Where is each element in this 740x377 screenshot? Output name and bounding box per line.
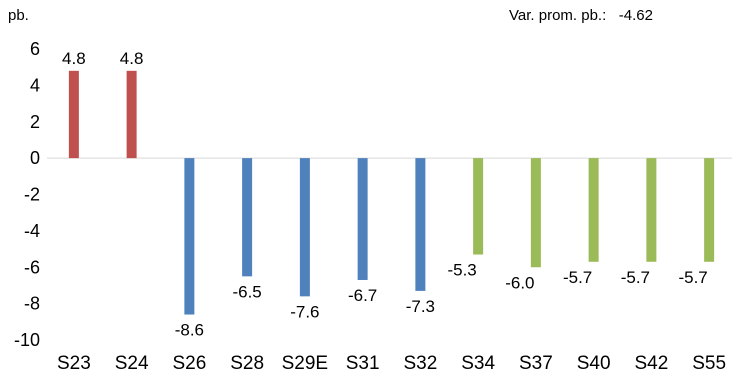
- y-tick-label: 0: [30, 148, 40, 168]
- x-tick-label: S26: [172, 353, 206, 374]
- bar-s29e: [299, 158, 310, 297]
- x-tick-label: S31: [346, 353, 380, 374]
- x-tick-label: S55: [692, 353, 726, 374]
- bar-s40: [588, 158, 599, 262]
- x-tick-label: S29E: [282, 353, 328, 374]
- data-labels: 4.8 4.8 -8.6 -6.5 -7.6 -6.7 -7.3 -5.3 -6.0 -5.7 -5…: [62, 49, 708, 340]
- x-tick-label: S24: [115, 353, 149, 374]
- bar-s37: [530, 158, 541, 268]
- x-tick-label: S40: [577, 353, 611, 374]
- data-label: -6.5: [232, 282, 261, 301]
- data-label: -5.7: [621, 268, 650, 287]
- bar-s24: [126, 70, 137, 159]
- y-tick-label: -4: [24, 221, 40, 241]
- y-tick-label: -10: [14, 330, 40, 350]
- y-tick-label: -2: [24, 185, 40, 205]
- x-tick-label: S42: [634, 353, 668, 374]
- bar-s23: [68, 70, 79, 159]
- data-label: 4.8: [120, 49, 144, 68]
- y-tick-label: 2: [30, 112, 40, 132]
- average-variation-annotation: Var. prom. pb.: -4.62: [509, 7, 653, 24]
- bar-s32: [415, 158, 426, 291]
- data-label: -5.7: [678, 268, 707, 287]
- x-tick-label: S34: [461, 353, 495, 374]
- x-tick-label: S23: [57, 353, 91, 374]
- x-axis-ticks: S23 S24 S26 S28 S29E S31 S32 S34 S37 S40 S42 S55: [57, 353, 726, 374]
- y-tick-label: 6: [30, 39, 40, 59]
- data-label: -6.0: [505, 273, 534, 292]
- data-label: -6.7: [348, 286, 377, 305]
- x-tick-label: S28: [230, 353, 264, 374]
- bar-s26: [184, 158, 195, 315]
- bar-s55: [704, 158, 715, 262]
- bar-s31: [357, 158, 368, 280]
- bars: [68, 70, 715, 315]
- data-label: 4.8: [62, 49, 86, 68]
- x-tick-label: S32: [403, 353, 437, 374]
- data-label: -5.3: [447, 261, 476, 280]
- data-label: -8.6: [175, 321, 204, 340]
- y-unit-label: pb.: [8, 7, 29, 24]
- y-tick-label: -8: [24, 294, 40, 314]
- average-variation-label: Var. prom. pb.:: [509, 7, 607, 24]
- y-axis-ticks: 6 4 2 0 -2 -4 -6 -8 -10: [14, 39, 40, 350]
- data-label: -7.3: [406, 297, 435, 316]
- data-label: -7.6: [290, 302, 319, 321]
- bar-s42: [646, 158, 657, 262]
- y-tick-label: 4: [30, 75, 40, 95]
- average-variation-value: -4.62: [618, 7, 653, 24]
- y-tick-label: -6: [24, 257, 40, 277]
- data-label: -5.7: [563, 268, 592, 287]
- bar-s28: [242, 158, 253, 277]
- bar-s34: [473, 158, 484, 255]
- x-tick-label: S37: [519, 353, 553, 374]
